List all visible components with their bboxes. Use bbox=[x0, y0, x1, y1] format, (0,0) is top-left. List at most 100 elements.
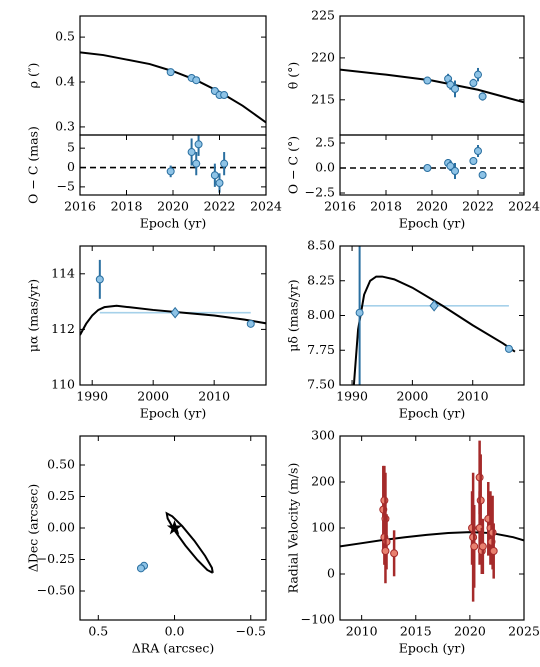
panel: −100 0 100 200 300 2010 2015 2020 2025 Radial Vel… bbox=[286, 428, 540, 656]
x-tick-label: 2020 bbox=[454, 624, 486, 639]
y-tick-label: 8.00 bbox=[307, 307, 335, 322]
y-tick-label: 2.5 bbox=[315, 135, 335, 150]
plot-area bbox=[80, 259, 266, 336]
plot-area bbox=[352, 246, 516, 385]
x-tick-label: 1990 bbox=[336, 389, 368, 404]
curve bbox=[352, 275, 516, 385]
y-tick-label: 215 bbox=[311, 91, 335, 106]
point bbox=[192, 76, 201, 85]
x-axis-label: Epoch (yr) bbox=[399, 406, 465, 421]
point bbox=[381, 547, 390, 555]
x-tick-label: 0.0 bbox=[165, 624, 185, 639]
y-tick-label: 8.25 bbox=[307, 272, 335, 287]
y-tick-label: 0.0 bbox=[315, 160, 335, 175]
point bbox=[478, 171, 487, 179]
x-tick-label: 2000 bbox=[137, 389, 169, 404]
y-axis-label: μα (mas/yr) bbox=[26, 279, 41, 352]
x-tick-label: 2018 bbox=[370, 199, 402, 214]
panel: −5 0 5 2016 2018 2020 2022 2024 O − C (mas) Epoch… bbox=[26, 126, 282, 230]
x-tick-label: 2020 bbox=[416, 199, 448, 214]
x-tick-label: 2010 bbox=[198, 389, 230, 404]
x-tick-label: 1990 bbox=[76, 389, 108, 404]
point bbox=[474, 147, 482, 155]
point bbox=[215, 179, 224, 187]
point bbox=[478, 92, 487, 101]
x-tick-label: 2024 bbox=[250, 199, 282, 214]
y-tick-label: 112 bbox=[51, 321, 75, 336]
x-tick-label: 2022 bbox=[204, 199, 236, 214]
x-tick-label: 0.5 bbox=[88, 624, 108, 639]
point bbox=[423, 76, 432, 85]
y-axis-label: Radial Velocity (m/s) bbox=[286, 463, 301, 594]
plot-area bbox=[340, 67, 524, 104]
y-tick-label: 0 bbox=[67, 159, 75, 174]
point bbox=[194, 140, 203, 149]
y-tick-label: 8.50 bbox=[307, 238, 335, 253]
x-tick-label: 2022 bbox=[462, 199, 494, 214]
point bbox=[170, 306, 180, 319]
x-tick-label: 2020 bbox=[157, 199, 189, 214]
point bbox=[187, 148, 196, 157]
point bbox=[423, 164, 432, 172]
panel: 0.3 0.4 0.5 ρ (″) bbox=[26, 15, 267, 136]
point bbox=[446, 162, 455, 170]
point bbox=[95, 275, 104, 284]
frame bbox=[339, 134, 525, 196]
y-axis-label: ρ (″) bbox=[26, 63, 41, 89]
x-tick-label: 2016 bbox=[64, 199, 96, 214]
panel: 7.50 7.75 8.00 8.25 8.50 1990 2000 2010 μδ (mas/… bbox=[286, 238, 525, 421]
x-tick-label: 2016 bbox=[324, 199, 356, 214]
point bbox=[451, 84, 459, 93]
y-axis-label: O − C (mas) bbox=[26, 126, 41, 204]
frame bbox=[339, 435, 525, 621]
plot-area bbox=[136, 511, 214, 574]
y-tick-label: 100 bbox=[311, 520, 335, 535]
panel: 215 220 225 θ (°) bbox=[286, 8, 525, 136]
y-tick-label: 0.00 bbox=[47, 520, 75, 535]
point bbox=[478, 542, 487, 551]
point bbox=[355, 308, 364, 317]
curve bbox=[80, 51, 266, 124]
y-tick-label: 0 bbox=[327, 566, 335, 581]
y-tick-label: −5 bbox=[57, 178, 75, 193]
curve bbox=[340, 531, 524, 548]
point bbox=[474, 70, 482, 79]
y-axis-label: ΔDec (arcsec) bbox=[26, 484, 41, 572]
plot-area bbox=[340, 440, 524, 602]
x-tick-label: 2024 bbox=[508, 199, 540, 214]
y-tick-label: 0.3 bbox=[55, 118, 75, 133]
x-tick-label: −0.5 bbox=[236, 624, 266, 639]
frame bbox=[339, 15, 525, 136]
point bbox=[504, 344, 513, 353]
y-tick-label: 300 bbox=[311, 428, 335, 443]
frame bbox=[79, 134, 267, 196]
y-tick-label: −0.50 bbox=[37, 583, 75, 598]
panel: −0.50 −0.25 0.00 0.25 0.50 0.5 0.0 −0.5 ΔDec (ar… bbox=[26, 435, 267, 656]
point bbox=[136, 564, 145, 573]
curve bbox=[80, 304, 266, 336]
panel: 110 112 114 1990 2000 2010 μα (mas/yr) Epoch (y… bbox=[26, 245, 267, 421]
x-tick-label: 2010 bbox=[457, 389, 489, 404]
x-axis-label: Epoch (yr) bbox=[140, 406, 206, 421]
y-tick-label: 0.4 bbox=[55, 74, 75, 89]
plot-area bbox=[340, 145, 524, 179]
x-axis-label: Epoch (yr) bbox=[140, 216, 206, 231]
point bbox=[192, 159, 201, 168]
panel: −2.5 0.0 2.5 2016 2018 2020 2022 2024 O − C (°) E… bbox=[286, 134, 540, 231]
y-axis-label: O − C (°) bbox=[286, 136, 301, 194]
point bbox=[166, 68, 175, 77]
point bbox=[220, 159, 229, 168]
point bbox=[246, 319, 255, 328]
y-tick-label: 0.5 bbox=[55, 29, 75, 44]
y-tick-label: 110 bbox=[51, 377, 75, 392]
y-axis-label: θ (°) bbox=[286, 62, 301, 90]
y-tick-label: 0.25 bbox=[47, 488, 75, 503]
x-axis-label: Epoch (yr) bbox=[399, 216, 465, 231]
point bbox=[469, 79, 478, 88]
y-tick-label: −2.5 bbox=[305, 185, 335, 200]
y-tick-label: 200 bbox=[311, 474, 335, 489]
curve bbox=[165, 511, 214, 574]
x-tick-label: 2018 bbox=[111, 199, 143, 214]
plot-area bbox=[80, 135, 266, 193]
